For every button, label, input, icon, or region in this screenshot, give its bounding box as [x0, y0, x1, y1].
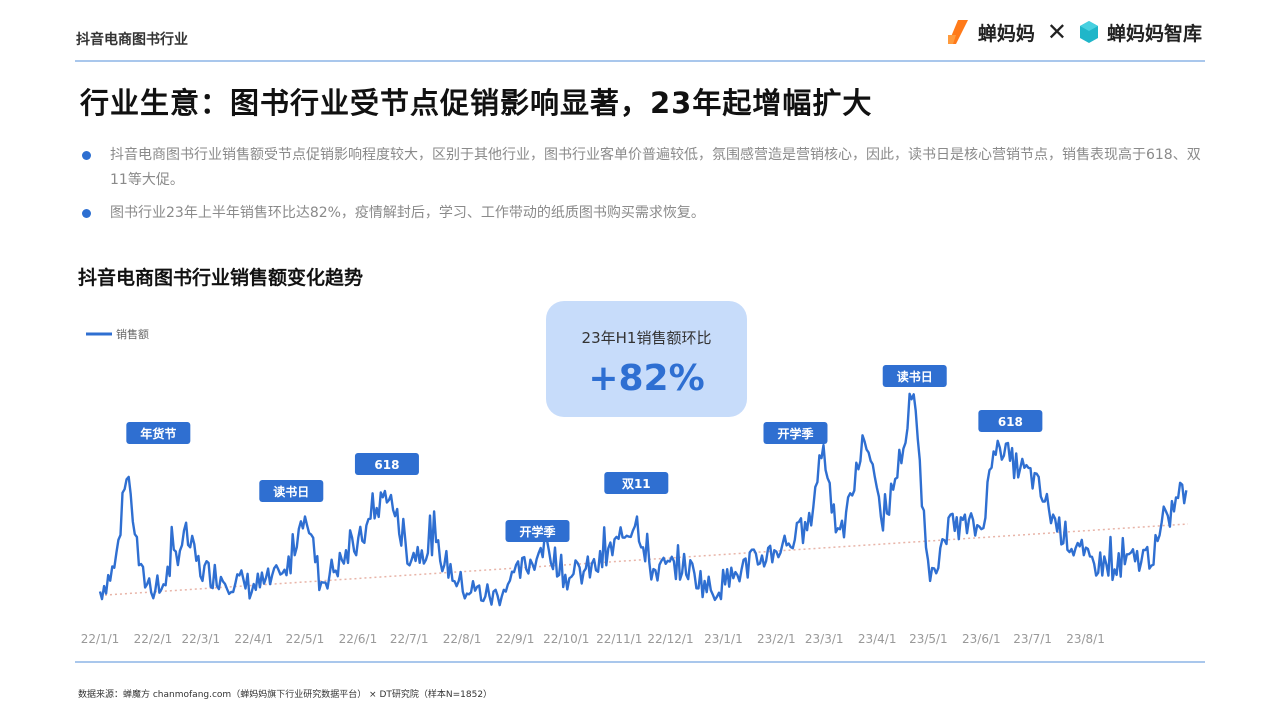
event-tag-label: 618: [998, 415, 1023, 429]
data-source: 数据来源：蝉魔方 chanmofang.com（蝉妈妈旗下行业研究数据平台） ×…: [78, 690, 493, 700]
event-tag-label: 开学季: [519, 524, 556, 539]
footer-divider: [75, 661, 1205, 663]
bullet-list: 抖音电商图书行业销售额受节点促销影响程度较大，区别于其他行业，图书行业客单价普遍…: [80, 143, 1205, 234]
bullet-item: 抖音电商图书行业销售额受节点促销影响程度较大，区别于其他行业，图书行业客单价普遍…: [80, 143, 1205, 193]
x-tick-label: 22/7/1: [390, 632, 429, 646]
bullet-dot-icon: [82, 151, 91, 160]
x-tick-label: 23/4/1: [858, 632, 897, 646]
event-tag-label: 读书日: [273, 484, 309, 499]
brand-name-2: 蝉妈妈智库: [1106, 22, 1202, 45]
bullet-item: 图书行业23年上半年销售环比达82%，疫情解封后，学习、工作带动的纸质图书购买需…: [80, 201, 1205, 226]
x-tick-label: 22/12/1: [647, 632, 693, 646]
event-tag: [978, 410, 1043, 432]
bullet-text: 图书行业23年上半年销售环比达82%，疫情解封后，学习、工作带动的纸质图书购买需…: [110, 205, 705, 221]
x-tick-label: 22/11/1: [596, 632, 642, 646]
sales-line-chart: 销售额 22/1/1 22/2/1 22/3/1 22/4/1 22/5/1 22/6/1 2…: [81, 327, 1189, 646]
x-tick-label: 22/2/1: [134, 632, 173, 646]
event-tag: [763, 422, 828, 444]
event-tag: [882, 365, 947, 387]
page-title: 行业生意：图书行业受节点促销影响显著，23年起增幅扩大: [80, 86, 873, 120]
x-tick-label: 22/1/1: [81, 632, 120, 646]
header-divider: [75, 60, 1205, 62]
x-tick-label: 22/3/1: [181, 632, 220, 646]
x-tick-label: 23/6/1: [962, 632, 1001, 646]
growth-callout: 23年H1销售额环比 +82%: [546, 301, 747, 417]
x-tick-label: 22/5/1: [286, 632, 325, 646]
x-tick-label: 23/5/1: [909, 632, 948, 646]
x-tick-label: 23/7/1: [1013, 632, 1052, 646]
event-tag-label: 618: [374, 458, 399, 472]
legend-label: 销售额: [116, 327, 149, 341]
section-title: 抖音电商图书行业: [76, 32, 188, 48]
bullet-text: 抖音电商图书行业销售额受节点促销影响程度较大，区别于其他行业，图书行业客单价普遍…: [110, 147, 1201, 188]
callout-label: 23年H1销售额环比: [581, 329, 712, 347]
brand-name-1: 蝉妈妈: [977, 22, 1035, 45]
event-tag: [354, 453, 419, 475]
event-tag: [604, 472, 669, 494]
x-tick-label: 22/6/1: [339, 632, 378, 646]
x-tick-label: 22/8/1: [443, 632, 482, 646]
x-tick-label: 23/8/1: [1066, 632, 1105, 646]
chart-title: 抖音电商图书行业销售额变化趋势: [78, 267, 364, 289]
chanmama-logo-icon: [947, 20, 968, 44]
event-tag: [505, 520, 570, 542]
event-tag: [259, 480, 324, 502]
zhiku-logo-icon: [1079, 21, 1098, 43]
callout-value: +82%: [588, 358, 705, 399]
event-tag-label: 双11: [622, 477, 651, 491]
brand-logos: 蝉妈妈 ✕ 蝉妈妈智库: [946, 18, 1202, 46]
event-tag-label: 开学季: [777, 426, 814, 441]
x-tick-label: 23/3/1: [805, 632, 844, 646]
event-tag-label: 年货节: [140, 426, 176, 441]
bullet-dot-icon: [82, 209, 91, 218]
sales-series-line: [98, 392, 1188, 607]
x-tick-label: 23/2/1: [757, 632, 796, 646]
x-tick-label: 22/10/1: [543, 632, 589, 646]
x-tick-label: 22/4/1: [234, 632, 273, 646]
brand-separator: ✕: [1046, 18, 1067, 46]
event-tag-label: 读书日: [897, 369, 933, 384]
event-tag: [126, 422, 191, 444]
x-tick-label: 23/1/1: [704, 632, 743, 646]
x-tick-label: 22/9/1: [496, 632, 535, 646]
